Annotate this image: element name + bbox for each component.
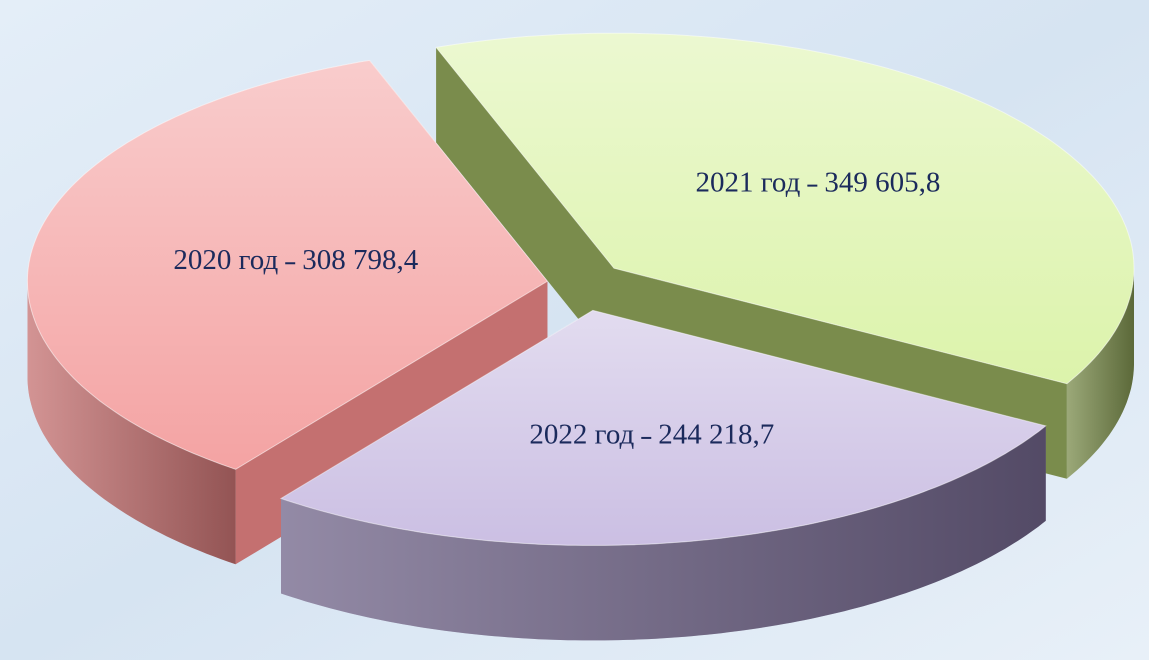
slice-label-value: 349 605,8: [824, 166, 940, 198]
slice-label-value: 244 218,7: [658, 419, 774, 451]
slice-side-wall: [436, 47, 614, 364]
slice-label-category: 2022 год: [529, 419, 634, 451]
slice-label-category: 2021 год: [695, 166, 800, 198]
slice-label-value: 308 798,4: [302, 244, 419, 276]
slice-highlight: [281, 310, 1046, 546]
slice-label-category: 2020 год: [173, 244, 278, 276]
slice-highlight: [436, 33, 1135, 384]
plot-area: 2020 год 308 798,4 2021 год 349 605,8 2022 г…: [26, 32, 1135, 641]
slice-outer-wall-shade: [281, 425, 1046, 641]
slice-outer-wall-shade: [27, 284, 236, 565]
slice-outer-wall-shade: [1066, 269, 1134, 479]
slice-highlight: [27, 60, 548, 470]
